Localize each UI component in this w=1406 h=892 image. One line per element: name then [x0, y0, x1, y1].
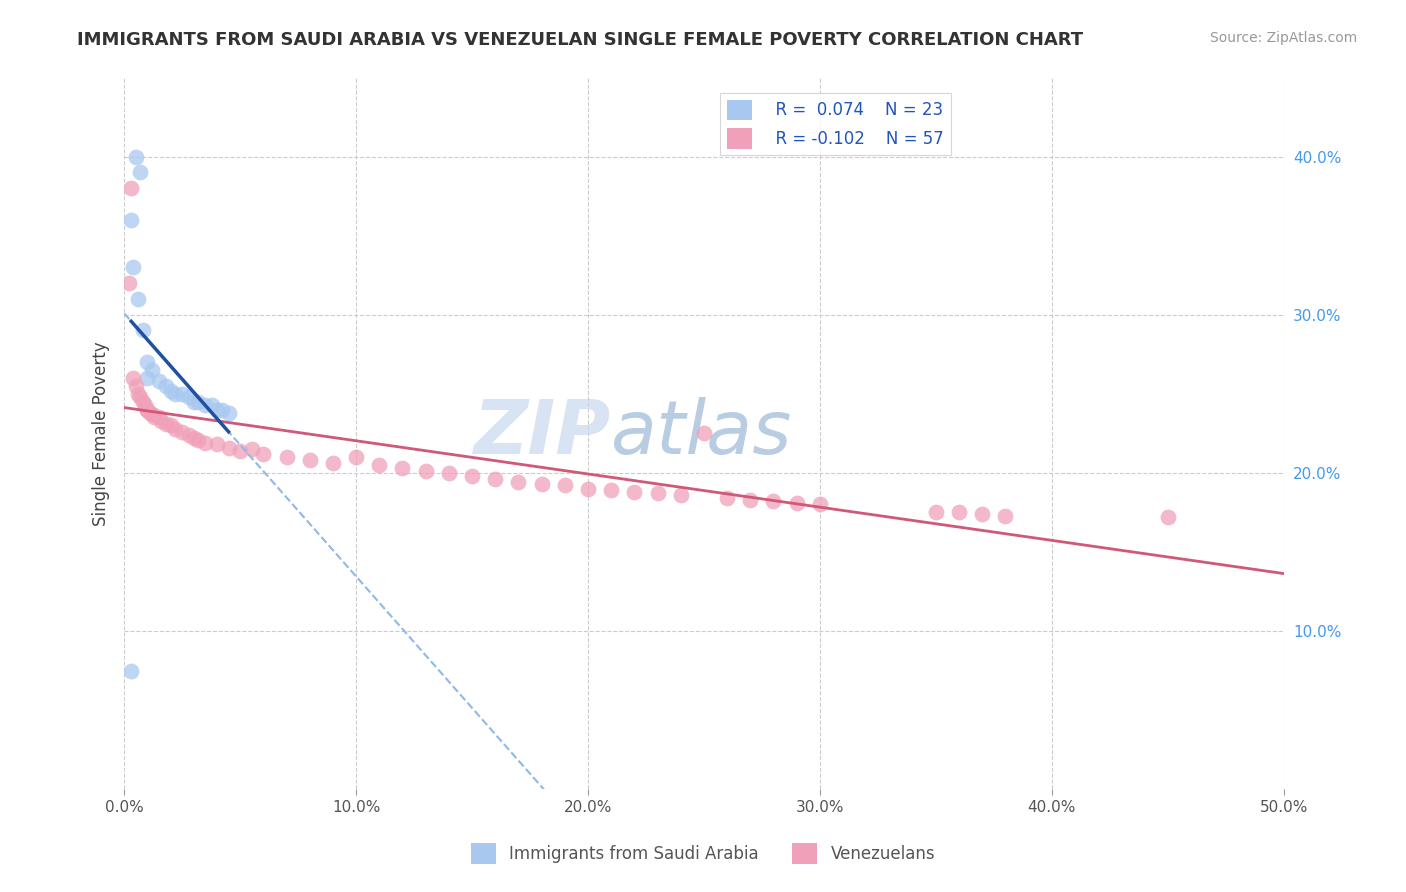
- Point: [129, 390, 152, 404]
- Point: [172, 386, 194, 401]
- Point: [183, 431, 205, 445]
- Point: [120, 181, 142, 195]
- Legend: Immigrants from Saudi Arabia, Venezuelans: Immigrants from Saudi Arabia, Venezuelan…: [464, 837, 942, 871]
- Point: [576, 482, 599, 496]
- Text: IMMIGRANTS FROM SAUDI ARABIA VS VENEZUELAN SINGLE FEMALE POVERTY CORRELATION CHA: IMMIGRANTS FROM SAUDI ARABIA VS VENEZUEL…: [77, 31, 1084, 49]
- Point: [183, 394, 205, 409]
- Point: [298, 453, 321, 467]
- Point: [136, 371, 159, 385]
- Point: [322, 456, 344, 470]
- Point: [530, 476, 553, 491]
- Point: [925, 505, 948, 519]
- Point: [134, 398, 156, 412]
- Point: [740, 492, 762, 507]
- Point: [132, 324, 155, 338]
- Point: [172, 425, 194, 439]
- Point: [120, 212, 142, 227]
- Point: [125, 149, 148, 163]
- Point: [127, 292, 149, 306]
- Point: [205, 437, 228, 451]
- Point: [155, 379, 177, 393]
- Point: [155, 417, 177, 431]
- Text: atlas: atlas: [612, 397, 793, 469]
- Point: [461, 469, 484, 483]
- Point: [187, 433, 209, 447]
- Point: [669, 488, 692, 502]
- Point: [415, 464, 437, 478]
- Point: [508, 475, 530, 490]
- Point: [205, 402, 228, 417]
- Point: [368, 458, 391, 472]
- Point: [120, 664, 142, 678]
- Point: [240, 442, 263, 456]
- Y-axis label: Single Female Poverty: Single Female Poverty: [93, 341, 110, 525]
- Point: [136, 355, 159, 369]
- Point: [786, 496, 808, 510]
- Point: [972, 507, 994, 521]
- Point: [141, 407, 163, 421]
- Point: [344, 450, 367, 464]
- Point: [159, 418, 181, 433]
- Point: [647, 486, 669, 500]
- Text: ZIP: ZIP: [474, 397, 612, 470]
- Point: [484, 472, 506, 486]
- Point: [187, 394, 209, 409]
- Point: [138, 406, 160, 420]
- Point: [143, 410, 166, 425]
- Point: [150, 414, 173, 428]
- Point: [554, 478, 576, 492]
- Point: [623, 484, 645, 499]
- Point: [437, 466, 460, 480]
- Point: [165, 421, 187, 435]
- Point: [194, 398, 217, 412]
- Point: [122, 371, 145, 385]
- Point: [132, 394, 155, 409]
- Point: [179, 428, 201, 442]
- Point: [136, 402, 159, 417]
- Point: [179, 390, 201, 404]
- Point: [391, 461, 413, 475]
- Text: Source: ZipAtlas.com: Source: ZipAtlas.com: [1209, 31, 1357, 45]
- Point: [948, 505, 970, 519]
- Point: [201, 398, 224, 412]
- Point: [211, 402, 233, 417]
- Point: [127, 386, 149, 401]
- Point: [276, 450, 298, 464]
- Point: [125, 379, 148, 393]
- Point: [600, 483, 623, 498]
- Point: [218, 441, 240, 455]
- Point: [148, 410, 170, 425]
- Point: [136, 402, 159, 417]
- Point: [122, 260, 145, 275]
- Point: [808, 498, 831, 512]
- Point: [148, 374, 170, 388]
- Point: [229, 443, 252, 458]
- Legend:   R =  0.074    N = 23,   R = -0.102    N = 57: R = 0.074 N = 23, R = -0.102 N = 57: [720, 93, 950, 155]
- Point: [129, 165, 152, 179]
- Point: [252, 447, 274, 461]
- Point: [1156, 510, 1178, 524]
- Point: [194, 435, 217, 450]
- Point: [118, 276, 141, 290]
- Point: [159, 384, 181, 398]
- Point: [165, 386, 187, 401]
- Point: [693, 426, 716, 441]
- Point: [218, 406, 240, 420]
- Point: [994, 508, 1017, 523]
- Point: [762, 494, 785, 508]
- Point: [716, 491, 738, 505]
- Point: [141, 363, 163, 377]
